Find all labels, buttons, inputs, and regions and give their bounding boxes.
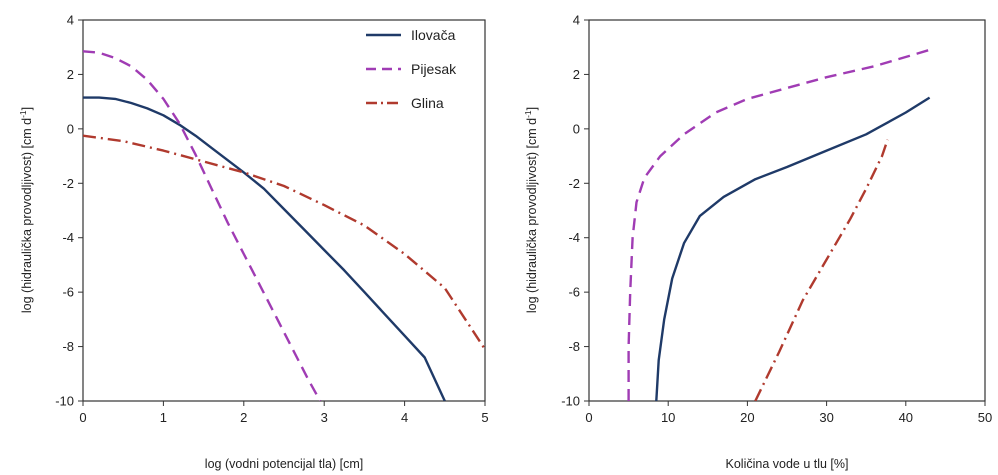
y-tick-label: -10 (561, 394, 580, 409)
x-tick-label: 20 (740, 410, 754, 425)
y-tick-label: 4 (67, 13, 74, 28)
series-line-glina (83, 134, 485, 350)
y-tick-label: 2 (67, 67, 74, 82)
x-tick-label: 10 (661, 410, 675, 425)
x-tick-label: 0 (79, 410, 86, 425)
x-tick-label: 30 (819, 410, 833, 425)
y-tick-label: -2 (568, 176, 580, 191)
y-axis-label: log (hidraulička provodljivost) [cm d-1] (523, 107, 539, 313)
series-layer (627, 48, 931, 401)
x-tick-label: 0 (585, 410, 592, 425)
y-tick-label: -6 (568, 285, 580, 300)
legend-label-ilovaca: Ilovača (411, 27, 456, 43)
legend-item: Glina (366, 95, 444, 111)
plot-frame (82, 19, 486, 402)
x-ticks: 0 10 20 30 40 50 (585, 401, 992, 425)
y-tick-label: -8 (568, 339, 580, 354)
y-tick-label: -4 (568, 230, 580, 245)
x-tick-label: 2 (240, 410, 247, 425)
x-tick-label: 1 (160, 410, 167, 425)
y-ticks: 4 2 0 -2 -4 -6 -8 -10 (55, 13, 83, 409)
series-line-pijesak (627, 48, 930, 401)
legend-label-glina: Glina (411, 95, 444, 111)
x-tick-label: 5 (481, 410, 488, 425)
x-axis-label: Količina vode u tlu [%] (726, 457, 849, 471)
legend-item: Pijesak (366, 61, 457, 77)
x-tick-label: 40 (899, 410, 913, 425)
x-tick-label: 4 (401, 410, 408, 425)
series-line-pijesak (83, 50, 322, 401)
x-tick-label: 3 (321, 410, 328, 425)
y-tick-label: 2 (573, 67, 580, 82)
y-tick-label: 0 (573, 121, 580, 136)
y-tick-label: -6 (62, 285, 74, 300)
series-line-ilova-a (655, 96, 931, 401)
x-ticks: 0 1 2 3 4 5 (79, 401, 489, 425)
x-axis-label: log (vodni potencijal tla) [cm] (205, 457, 363, 471)
legend: Ilovača Pijesak Glina (366, 27, 457, 111)
y-tick-label: -8 (62, 339, 74, 354)
y-tick-label: 4 (573, 13, 580, 28)
chart-right: 0 10 20 30 40 50 420-2-4-6-8-10 Količina vode… (523, 13, 992, 472)
y-axis-label: log (hidraulička provodljivost) [cm d-1] (18, 107, 34, 313)
y-tick-label: -4 (62, 230, 74, 245)
x-tick-label: 50 (978, 410, 992, 425)
y-tick-label: 0 (67, 121, 74, 136)
series-line-glina (754, 139, 889, 401)
chart-left: 0 1 2 3 4 5 4 2 0 -2 -4 -6 -8 -10 log (vodni potenci… (18, 13, 489, 472)
legend-item: Ilovača (366, 27, 456, 43)
y-tick-label: -2 (62, 176, 74, 191)
plot-frame (588, 19, 986, 402)
series-layer (83, 50, 485, 401)
series-line-ilova-a (83, 96, 446, 401)
y-tick-label: -10 (55, 394, 74, 409)
y-ticks: 4 2 0 -2 -4 -6 -8 -10 (561, 13, 589, 409)
legend-label-pijesak: Pijesak (411, 61, 457, 77)
